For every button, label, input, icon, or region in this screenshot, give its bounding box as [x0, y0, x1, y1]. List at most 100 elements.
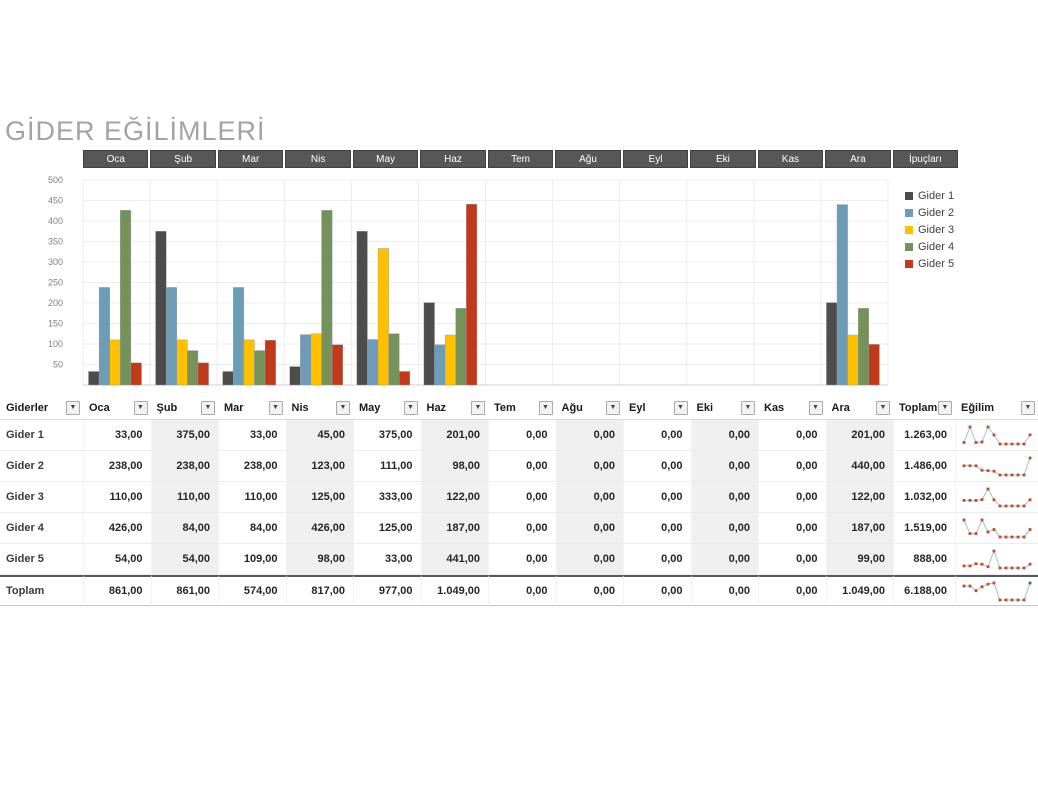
table-cell: 33,00	[353, 544, 421, 575]
row-label-toplam: Toplam	[0, 575, 83, 606]
tab-1-month[interactable]: Oca	[83, 150, 149, 168]
tab-8-month[interactable]: Ağu	[555, 150, 621, 168]
table-cell: 0,00	[488, 513, 556, 544]
legend-swatch-icon	[905, 242, 913, 251]
column-header-kas: Kas ▼	[758, 396, 826, 420]
legend-item-5: Gider 5	[905, 255, 954, 272]
column-header-label: Eki	[696, 401, 714, 414]
table-cell: 123,00	[285, 451, 353, 482]
filter-dropdown-icon[interactable]: ▼	[336, 400, 350, 415]
table-cell: 333,00	[353, 482, 421, 513]
tab-12-month[interactable]: Ara	[825, 150, 891, 168]
trend-sparkline	[962, 456, 1032, 477]
bar-gider4-şub	[187, 350, 199, 386]
bar-gider3-ara	[847, 334, 859, 386]
table-cell: 0,00	[758, 420, 826, 451]
table-cell: 99,00	[825, 544, 893, 575]
column-header-label: Tem	[494, 401, 516, 414]
tab-9-month[interactable]: Eyl	[622, 150, 689, 168]
filter-dropdown-icon[interactable]: ▼	[471, 400, 485, 415]
column-header-label: Nis	[291, 401, 309, 414]
trend-cell	[955, 575, 1038, 606]
row-total-cell: 6.188,00	[893, 575, 955, 606]
bar-gider5-oca	[130, 362, 142, 386]
filter-dropdown-icon[interactable]: ▼	[538, 400, 553, 415]
bar-gider1-mar	[222, 371, 234, 386]
trend-cell	[955, 482, 1038, 513]
y-axis-label: 50	[53, 360, 63, 370]
table-cell: 0,00	[690, 513, 758, 544]
trend-sparkline	[962, 487, 1032, 508]
tab-10-month[interactable]: Eki	[690, 150, 756, 168]
legend-item-4: Gider 4	[905, 238, 954, 255]
table-cell: 54,00	[150, 544, 218, 575]
trend-sparkline	[962, 425, 1032, 446]
row-label-gider5: Gider 5	[0, 544, 83, 575]
bar-gider1-may	[356, 231, 368, 386]
y-axis-label: 400	[48, 216, 63, 226]
tab-3-month[interactable]: Mar	[217, 150, 284, 168]
tab-7-month[interactable]: Tem	[487, 150, 554, 168]
bar-gider3-may	[377, 248, 389, 386]
filter-dropdown-icon[interactable]: ▼	[606, 400, 620, 415]
table-cell: 861,00	[150, 575, 218, 606]
bar-gider3-şub	[176, 339, 188, 386]
table-cell: 187,00	[420, 513, 488, 544]
column-header-label: Şub	[156, 401, 178, 414]
tab-11-month[interactable]: Kas	[757, 150, 824, 168]
table-cell: 187,00	[825, 513, 893, 544]
tab-4-month[interactable]: Nis	[285, 150, 351, 168]
column-header-eyl: Eyl ▼	[623, 396, 691, 420]
filter-dropdown-icon[interactable]: ▼	[808, 400, 823, 415]
table-cell: 0,00	[690, 451, 758, 482]
table-cell: 0,00	[758, 451, 826, 482]
tab-6-month[interactable]: Haz	[420, 150, 486, 168]
column-header-label: Giderler	[6, 401, 49, 414]
table-cell: 0,00	[690, 575, 758, 606]
filter-dropdown-icon[interactable]: ▼	[201, 400, 215, 415]
column-header-ağu: Ağu ▼	[555, 396, 623, 420]
table-cell: 0,00	[555, 420, 623, 451]
table-cell: 84,00	[218, 513, 286, 544]
bar-gider2-nis	[300, 334, 312, 386]
column-header-mar: Mar ▼	[218, 396, 286, 420]
bar-gider4-nis	[321, 210, 333, 386]
bar-gider2-haz	[434, 344, 446, 386]
tab-2-month[interactable]: Şub	[150, 150, 216, 168]
table-cell: 98,00	[285, 544, 353, 575]
table-cell: 426,00	[83, 513, 151, 544]
y-axis-label: 500	[48, 175, 63, 185]
bar-gider4-oca	[120, 210, 132, 386]
filter-dropdown-icon[interactable]: ▼	[876, 400, 890, 415]
table-cell: 238,00	[83, 451, 151, 482]
legend-item-2: Gider 2	[905, 204, 954, 221]
tab-13-tips[interactable]: İpuçları	[892, 150, 959, 168]
filter-dropdown-icon[interactable]: ▼	[938, 400, 952, 415]
table-cell: 122,00	[825, 482, 893, 513]
filter-dropdown-icon[interactable]: ▼	[403, 400, 418, 415]
bar-gider2-şub	[165, 287, 177, 386]
bar-gider2-mar	[233, 287, 245, 386]
filter-dropdown-icon[interactable]: ▼	[741, 400, 755, 415]
bar-gider5-mar	[264, 340, 276, 386]
filter-dropdown-icon[interactable]: ▼	[133, 400, 148, 415]
bar-gider4-ara	[858, 308, 870, 386]
table-cell: 54,00	[83, 544, 151, 575]
filter-dropdown-icon[interactable]: ▼	[268, 400, 283, 415]
table-cell: 375,00	[353, 420, 421, 451]
bar-gider5-ara	[868, 344, 880, 386]
bar-gider5-haz	[466, 203, 478, 386]
legend-label: Gider 1	[918, 189, 955, 202]
table-cell: 109,00	[218, 544, 286, 575]
filter-dropdown-icon[interactable]: ▼	[66, 400, 80, 415]
table-cell: 33,00	[83, 420, 151, 451]
table-cell: 1.049,00	[825, 575, 893, 606]
tab-5-month[interactable]: May	[352, 150, 419, 168]
row-label-gider2: Gider 2	[0, 451, 83, 482]
bar-gider5-şub	[197, 362, 209, 386]
table-cell: 0,00	[690, 420, 758, 451]
table-cell: 125,00	[285, 482, 353, 513]
filter-dropdown-icon[interactable]: ▼	[1021, 400, 1035, 415]
filter-dropdown-icon[interactable]: ▼	[673, 400, 688, 415]
